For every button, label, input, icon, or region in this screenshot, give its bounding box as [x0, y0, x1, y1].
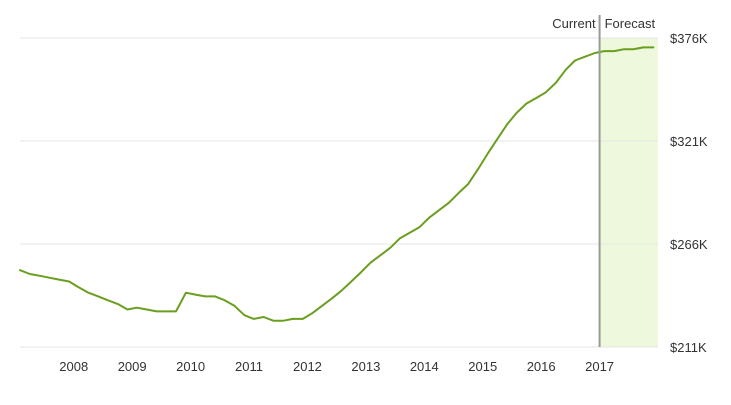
x-tick-label: 2016	[527, 359, 556, 374]
x-tick-label: 2012	[293, 359, 322, 374]
current-label: Current	[552, 16, 596, 31]
x-tick-labels: 2008 2009 2010 2011 2012 2013 2014 2015 2016 2017	[59, 359, 614, 374]
x-tick-label: 2009	[118, 359, 147, 374]
x-tick-label: 2015	[468, 359, 497, 374]
x-tick-label: 2014	[410, 359, 439, 374]
x-tick-label: 2011	[235, 359, 263, 374]
y-tick-label: $321K	[670, 134, 708, 149]
y-tick-label: $266K	[670, 237, 708, 252]
forecast-label: Forecast	[605, 16, 656, 31]
x-tick-label: 2013	[351, 359, 380, 374]
forecast-band	[599, 38, 658, 347]
y-tick-label: $376K	[670, 31, 708, 46]
grid-lines	[20, 37, 658, 348]
x-tick-label: 2010	[176, 359, 205, 374]
y-tick-labels: $376K $321K $266K $211K	[670, 31, 708, 355]
series-layer	[19, 46, 655, 322]
home-value-line	[19, 46, 655, 322]
y-tick-label: $211K	[670, 340, 707, 355]
x-tick-label: 2008	[59, 359, 88, 374]
x-tick-label: 2017	[585, 359, 614, 374]
